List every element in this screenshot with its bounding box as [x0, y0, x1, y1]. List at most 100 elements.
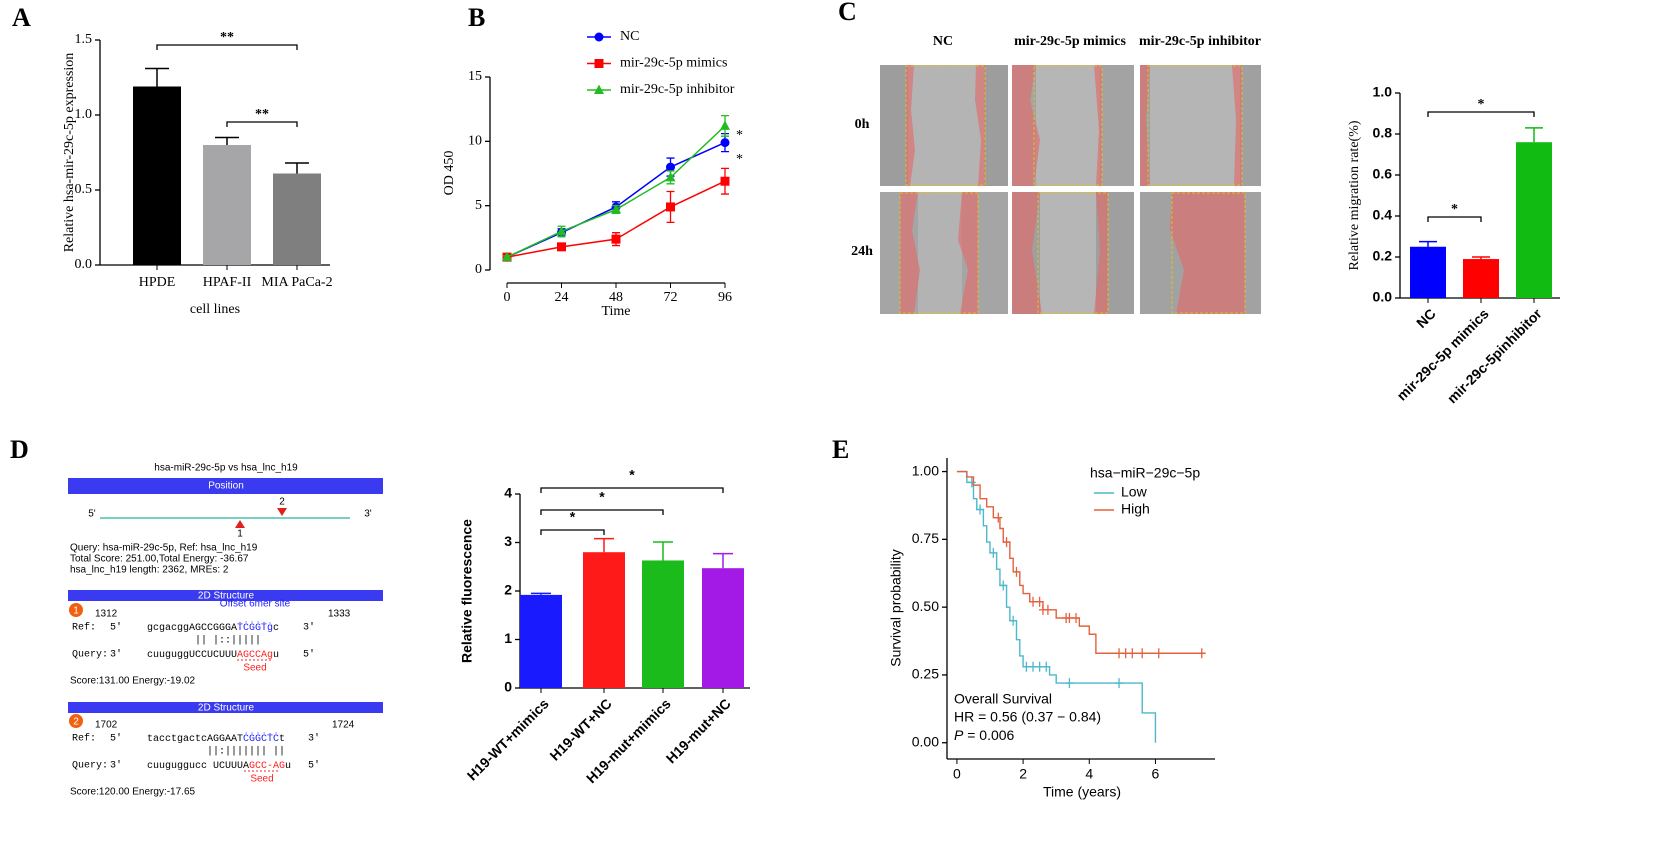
x-tick-label: mir-29c-5pinhibitor — [1444, 305, 1545, 406]
ref-end: 3' — [303, 622, 315, 634]
y-tick-label: 3 — [504, 533, 512, 549]
wound-overlay — [900, 65, 1245, 314]
column-label: mir-29c-5p mimics — [1014, 34, 1126, 49]
censor-mark — [989, 547, 998, 558]
error-bar — [1472, 256, 1490, 260]
x-tick-label: 24 — [555, 290, 569, 305]
ref-end: 3' — [308, 733, 320, 745]
censor-mark — [1138, 648, 1147, 659]
marker — [611, 234, 621, 244]
sequence: u — [285, 761, 291, 772]
bar — [1410, 246, 1446, 298]
y-tick-label: 0.50 — [912, 598, 939, 614]
end-label: 3' — [364, 509, 372, 520]
significance-label: * — [1451, 202, 1458, 217]
x-tick-label: 4 — [1085, 766, 1093, 782]
censor-mark — [1072, 612, 1081, 623]
seed-label: Seed — [243, 663, 266, 674]
censor-mark — [1009, 615, 1018, 626]
censor-mark — [1197, 648, 1206, 659]
query-end: 3' — [110, 760, 122, 772]
y-tick-label: 0.75 — [912, 530, 939, 546]
wound-images: NC mir-29c-5p mimics mir-29c-5p inhibito… — [851, 34, 1261, 314]
query-info: Total Score: 251.00,Total Energy: -36.67 — [70, 554, 249, 565]
ref-sequence: tacctgactcAGGAATĊĠĠĊṪĊt — [147, 732, 285, 745]
x-tick-label: 48 — [609, 290, 623, 305]
y-tick-label: 0.25 — [912, 666, 939, 682]
panel-letter: E — [832, 435, 849, 464]
x-tick-label: H19-WT+mimics — [464, 695, 552, 783]
significance-label: * — [599, 489, 605, 505]
marker — [665, 171, 676, 182]
x-axis-label: Time (years) — [1043, 784, 1121, 800]
significance-bracket — [540, 529, 605, 535]
error-bar — [713, 552, 733, 569]
score: Score:120.00 Energy:-17.65 — [70, 787, 196, 798]
bar — [273, 173, 321, 265]
y-tick-label: 2 — [504, 582, 512, 598]
sequence: gcgacggAGCCGGGA — [147, 623, 237, 634]
significance-bracket — [1427, 216, 1482, 222]
censor-mark — [976, 504, 985, 515]
legend-label: mir-29c-5p inhibitor — [620, 82, 735, 97]
error-bar — [215, 136, 239, 145]
query-label: Query: — [72, 650, 108, 661]
legend-title: hsa−miR−29c−5p — [1090, 465, 1200, 481]
y-axis-label: Relative fluorescence — [459, 519, 475, 663]
ref-sequence: gcgacggAGCCGGGAṪĊĠĠṪġc — [147, 621, 279, 634]
significance-label: ** — [255, 107, 269, 122]
pairing: || |::||||| — [195, 635, 261, 647]
error-bar — [145, 67, 169, 87]
y-axis-label: Relative hsa-mir-29c-5p expression — [62, 53, 77, 253]
significance-bracket — [540, 487, 724, 493]
annotation: Overall Survival — [954, 691, 1052, 707]
sequence: tacctgactcAGGAAT — [147, 734, 243, 745]
binding-diagram: hsa-miR-29c-5p vs hsa_lnc_h19 Position 5… — [68, 463, 383, 798]
wound-gap — [1040, 192, 1096, 314]
marker — [502, 251, 512, 262]
sequence: cuuguggucc UCUUUA — [147, 761, 249, 772]
header-text: Position — [208, 481, 244, 492]
y-tick-label: 1.0 — [75, 107, 93, 122]
censor-mark — [1035, 596, 1044, 607]
y-tick-label: 0 — [475, 262, 482, 277]
censor-mark — [1115, 678, 1124, 689]
marker — [720, 120, 730, 130]
y-tick-label: 0 — [504, 679, 512, 695]
legend-marker — [594, 32, 604, 42]
panel-letter: D — [10, 435, 29, 464]
y-tick-label: 1.00 — [912, 462, 939, 478]
site-marker — [235, 520, 245, 528]
ref-label: Ref: — [72, 733, 96, 745]
legend-marker — [594, 59, 604, 68]
query-end: 3' — [110, 649, 122, 661]
header-bar — [68, 590, 383, 601]
significance-label: * — [736, 128, 743, 143]
marker — [557, 242, 566, 252]
y-tick-label: 0.8 — [1373, 125, 1393, 141]
legend-label: Low — [1121, 484, 1148, 500]
marker — [666, 162, 675, 172]
significance-bracket — [1427, 111, 1535, 117]
censor-mark — [967, 477, 976, 488]
score: Score:131.00 Energy:-19.02 — [70, 676, 196, 687]
significance-bracket — [540, 509, 664, 515]
site-sequence: ṪĊĠĠṪġ — [237, 621, 273, 634]
x-tick-label: HPDE — [139, 275, 176, 290]
annotation: HR = 0.56 (0.37 − 0.84) — [954, 709, 1101, 725]
panel-letter: A — [12, 3, 31, 32]
site-number: 1 — [237, 529, 243, 540]
wound-gap — [1150, 65, 1240, 186]
wound-gap — [908, 65, 984, 186]
significance-bracket — [156, 44, 298, 50]
censor-mark — [999, 580, 1008, 591]
significance-label: * — [736, 152, 743, 167]
site-badge-number: 1 — [73, 606, 79, 617]
marker — [666, 202, 675, 212]
site-sequence: ĊĠĠĊṪĊ — [243, 732, 279, 745]
site-end: 1724 — [332, 720, 355, 731]
sequence: c — [273, 623, 279, 634]
significance-label: * — [570, 509, 576, 525]
censor-mark — [1042, 661, 1051, 672]
